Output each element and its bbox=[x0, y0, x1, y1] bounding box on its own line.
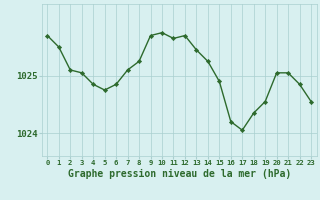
X-axis label: Graphe pression niveau de la mer (hPa): Graphe pression niveau de la mer (hPa) bbox=[68, 169, 291, 179]
